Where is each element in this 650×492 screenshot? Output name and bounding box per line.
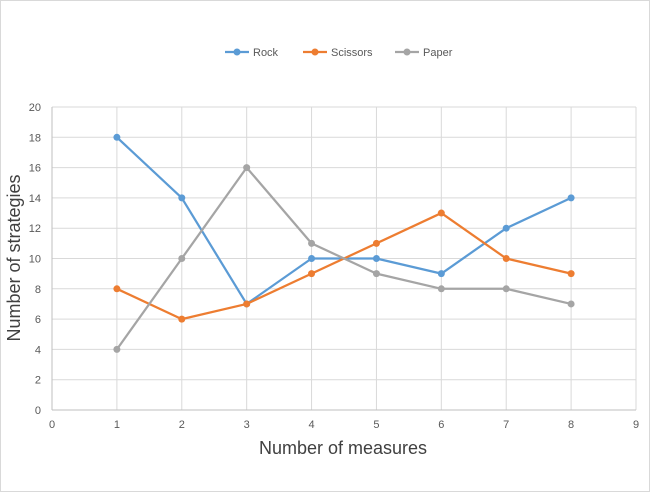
x-tick-label: 1 — [114, 419, 120, 431]
data-point-scissors — [308, 270, 316, 278]
legend-label-rock: Rock — [253, 47, 279, 59]
data-point-scissors — [243, 300, 251, 308]
data-point-scissors — [437, 209, 445, 217]
x-tick-label: 5 — [373, 419, 379, 431]
data-point-paper — [178, 255, 186, 262]
data-point-paper — [372, 270, 380, 278]
legend-label-scissors: Scissors — [331, 47, 373, 59]
data-point-paper — [308, 239, 316, 247]
data-point-rock — [567, 194, 575, 202]
x-tick-label: 9 — [633, 419, 639, 431]
data-point-paper — [567, 300, 575, 308]
x-axis-title: Number of measures — [259, 438, 427, 458]
data-point-rock — [372, 255, 380, 262]
axes — [51, 107, 636, 411]
y-axis-title: Number of strategies — [4, 174, 24, 341]
legend: Rock Scissors Paper — [225, 47, 453, 59]
y-tick-label: 10 — [29, 254, 41, 266]
legend-label-paper: Paper — [423, 47, 453, 59]
y-tick-labels: 0 2 4 6 8 10 12 14 16 18 20 — [29, 102, 41, 417]
gridlines — [52, 106, 637, 410]
data-point-rock — [437, 270, 445, 278]
y-tick-label: 6 — [35, 314, 41, 326]
data-point-paper — [113, 345, 121, 353]
data-point-paper — [437, 285, 445, 293]
data-point-scissors — [113, 285, 121, 293]
y-tick-label: 20 — [29, 102, 41, 114]
series-line-paper — [115, 166, 572, 351]
data-point-scissors — [502, 255, 510, 262]
data-point-paper — [502, 285, 510, 293]
series-line-rock — [116, 136, 572, 306]
x-tick-label: 0 — [49, 419, 55, 431]
legend-marker-rock — [233, 48, 241, 56]
x-tick-label: 8 — [568, 419, 574, 431]
x-tick-label: 2 — [179, 419, 185, 431]
data-point-rock — [502, 224, 510, 232]
y-tick-label: 2 — [35, 375, 41, 387]
x-tick-label: 4 — [308, 419, 314, 431]
y-tick-label: 8 — [35, 284, 41, 296]
data-point-rock — [178, 194, 186, 202]
y-tick-label: 12 — [29, 223, 41, 235]
series-lines — [113, 133, 575, 353]
y-tick-label: 16 — [29, 163, 41, 175]
data-point-rock — [308, 255, 316, 262]
x-tick-label: 7 — [503, 419, 509, 431]
x-tick-labels: 0 1 2 3 4 5 6 7 8 9 — [49, 419, 639, 431]
x-tick-label: 6 — [438, 419, 444, 431]
y-tick-label: 14 — [29, 193, 41, 205]
legend-marker-paper — [403, 48, 411, 56]
data-point-scissors — [567, 270, 575, 278]
data-point-paper — [243, 164, 251, 172]
data-point-rock — [113, 133, 121, 141]
x-tick-label: 3 — [244, 419, 250, 431]
y-tick-label: 18 — [29, 132, 41, 144]
data-point-scissors — [178, 315, 186, 323]
y-tick-label: 0 — [35, 405, 41, 417]
data-point-scissors — [372, 239, 380, 247]
y-tick-label: 4 — [35, 344, 41, 356]
legend-marker-scissors — [311, 48, 319, 56]
